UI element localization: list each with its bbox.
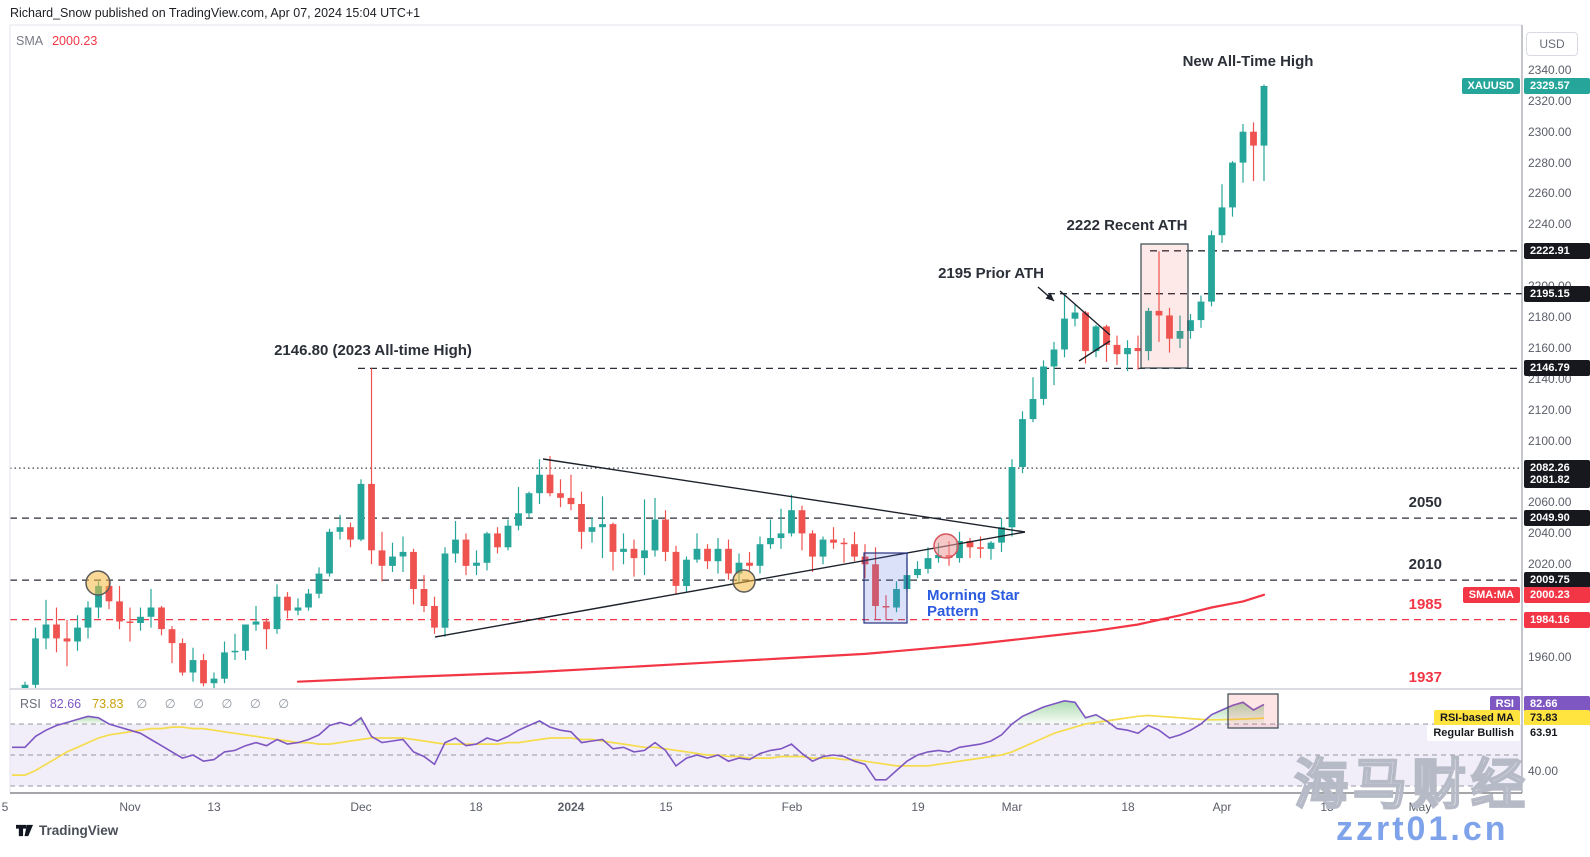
- rsi-legend-empty-slots: ∅ ∅ ∅ ∅ ∅ ∅: [136, 697, 297, 711]
- rsi-ma-value-badge: 73.83: [1524, 710, 1590, 727]
- time-axis-label[interactable]: Feb: [781, 800, 803, 814]
- level-1984-badge: 1984.16: [1524, 611, 1590, 628]
- level-2222-badge: 2222.91: [1524, 242, 1590, 259]
- time-axis-label[interactable]: 5: [1, 800, 9, 814]
- price-axis-tick[interactable]: 1960.00: [1528, 649, 1572, 664]
- price-axis-tick[interactable]: 2160.00: [1528, 340, 1572, 355]
- divergence-value-label: Regular Bullish: [1427, 725, 1520, 742]
- time-axis-label[interactable]: 15: [1320, 800, 1334, 814]
- price-axis-tick[interactable]: 2060.00: [1528, 495, 1572, 510]
- level-text-2010: 2010: [1408, 556, 1442, 574]
- price-axis-tick[interactable]: 2240.00: [1528, 217, 1572, 232]
- symbol-price-badge: 2329.57: [1524, 78, 1590, 94]
- time-axis-label[interactable]: Apr: [1212, 800, 1232, 814]
- level-text-1937: 1937: [1408, 668, 1442, 686]
- divergence-value-badge: 63.91: [1524, 725, 1590, 742]
- morning-star-label: Morning Star Pattern: [927, 587, 1020, 620]
- price-axis-tick[interactable]: 2340.00: [1528, 62, 1572, 77]
- sma-legend-label: SMA: [16, 34, 44, 48]
- watermark-url: zzrt01.cn: [1336, 810, 1509, 848]
- rsi-value-label: RSI: [1489, 696, 1520, 713]
- time-axis-label[interactable]: 13: [207, 800, 221, 814]
- rsi-legend-value: 82.66: [49, 697, 82, 711]
- ath-2023-label: 2146.80 (2023 All-time High): [274, 342, 472, 359]
- time-axis-label[interactable]: 18: [1121, 800, 1135, 814]
- rsi-legend-label: RSI: [20, 697, 41, 711]
- price-axis-tick[interactable]: 2320.00: [1528, 93, 1572, 108]
- price-axis-tick[interactable]: 2300.00: [1528, 124, 1572, 139]
- prior-ath-label: 2195 Prior ATH: [938, 265, 1044, 282]
- byline: Richard_Snow published on TradingView.co…: [10, 6, 421, 20]
- watermark-cjk: 海马财经: [1293, 754, 1530, 816]
- price-axis-tick[interactable]: 2280.00: [1528, 155, 1572, 170]
- rsi-axis-tick[interactable]: 40.00: [1528, 763, 1559, 778]
- price-axis-tick[interactable]: 2180.00: [1528, 310, 1572, 325]
- sma-price-label: SMA:MA: [1462, 586, 1520, 603]
- symbol-price-label: XAUUSD: [1461, 78, 1520, 94]
- recent-ath-label: 2222 Recent ATH: [1066, 217, 1188, 234]
- time-axis-label[interactable]: May: [1408, 800, 1432, 814]
- price-axis-tick[interactable]: 2120.00: [1528, 402, 1572, 417]
- level-2195-badge: 2195.15: [1524, 285, 1590, 302]
- rsi-ma-value-label: RSI-based MA: [1434, 710, 1520, 727]
- currency-selector-button[interactable]: USD: [1526, 32, 1578, 56]
- time-axis-label[interactable]: 19: [911, 800, 925, 814]
- level-2009-badge: 2009.75: [1524, 572, 1590, 589]
- time-axis-label[interactable]: 15: [659, 800, 673, 814]
- rsi-value-badge: 82.66: [1524, 696, 1590, 713]
- level-2081-badge: 2081.82: [1524, 472, 1590, 489]
- sma-price-badge: 2000.23: [1524, 586, 1590, 603]
- time-axis-label[interactable]: Dec: [350, 800, 372, 814]
- tradingview-logo-text: TradingView: [39, 823, 119, 838]
- tradingview-logo-icon: [16, 824, 33, 837]
- rsi-ma-legend-value: 73.83: [92, 697, 124, 711]
- time-axis-label[interactable]: Nov: [119, 800, 141, 814]
- level-2146-badge: 2146.79: [1524, 360, 1590, 377]
- level-text-2050: 2050: [1408, 494, 1442, 512]
- tradingview-logo[interactable]: TradingView: [16, 822, 118, 839]
- sma-legend[interactable]: SMA 2000.23: [16, 34, 97, 48]
- level-2049-badge: 2049.90: [1524, 510, 1590, 527]
- level-text-1985: 1985: [1408, 595, 1442, 613]
- time-axis-label[interactable]: 2024: [557, 800, 585, 814]
- time-axis-label[interactable]: Mar: [1001, 800, 1023, 814]
- new-ath-label: New All-Time High: [1182, 53, 1314, 70]
- time-axis-label[interactable]: 18: [469, 800, 483, 814]
- price-axis-tick[interactable]: 2040.00: [1528, 526, 1572, 541]
- price-axis-tick[interactable]: 2260.00: [1528, 186, 1572, 201]
- price-axis-tick[interactable]: 2100.00: [1528, 433, 1572, 448]
- sma-legend-value: 2000.23: [52, 34, 98, 48]
- rsi-legend[interactable]: RSI 82.66 73.83 ∅ ∅ ∅ ∅ ∅ ∅: [20, 696, 296, 711]
- price-axis-tick[interactable]: 2020.00: [1528, 557, 1572, 572]
